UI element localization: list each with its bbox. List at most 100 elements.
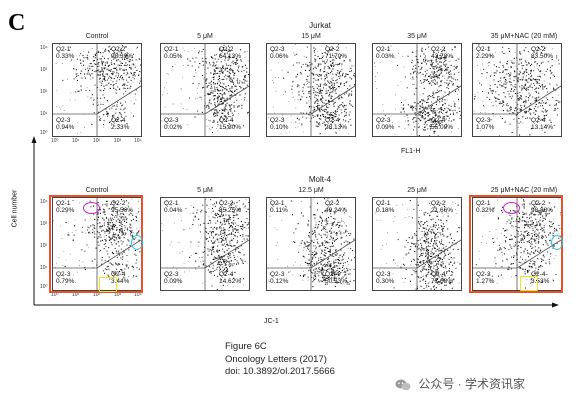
y-tick: 10⁴ xyxy=(40,199,48,205)
condition-label: 25 μM+NAC (20 mM) xyxy=(490,187,558,194)
q2-4-label: Q2-4 28.13% xyxy=(325,117,348,131)
q2-3-label: Q2-3 1.07% xyxy=(476,117,495,131)
y-tick: 10³ xyxy=(40,221,48,227)
q2-3-label: Q2-3 0.12% xyxy=(270,271,289,285)
scatter-dots xyxy=(161,198,249,290)
q2-4-value: 28.13% xyxy=(325,124,348,131)
q2-1-value: 0.18% xyxy=(376,207,395,214)
q2-1-value: 2.29% xyxy=(476,53,495,60)
yellow-rect-marker xyxy=(99,277,117,292)
q2-3-value: 0.06% xyxy=(270,53,289,60)
q2-1-value: 0.29% xyxy=(56,207,75,214)
q2-2-label: Q2-2 85.25% xyxy=(219,200,242,214)
q2-1-label: Q2-1 0.32% xyxy=(476,200,495,214)
q2-3-label: Q2-3 0.30% xyxy=(376,271,395,285)
flow-plot-jurkat-control: Q2-1 0.33% Q2-2 98.39% Q2-3 0.94% Q2-4 2.33% xyxy=(52,43,142,137)
y-axis-label-cell-number: Cell number xyxy=(11,189,19,228)
q2-4-label: Q2-4 50.53% xyxy=(325,271,348,285)
q2-1-value: 0.04% xyxy=(164,207,183,214)
q2-2-label: Q2-2 98.39% xyxy=(111,46,134,60)
q2-3-value: 0.94% xyxy=(56,124,75,131)
q2-2-label: Q2-2 43.78% xyxy=(431,46,454,60)
q2-2-value: 95.50% xyxy=(111,207,134,214)
q2-2-label: Q2-2 71.70% xyxy=(325,46,348,60)
q2-2-value: 64.13% xyxy=(219,53,242,60)
watermark-text: 公众号 · 学术资讯家 xyxy=(418,377,526,391)
caption-journal: Oncology Letters (2017) xyxy=(225,353,327,365)
q2-3-label: Q2-3 0.94% xyxy=(56,117,75,131)
condition-label: 15 μM xyxy=(301,33,321,40)
q2-1-label: Q2-1 0.05% xyxy=(164,46,183,60)
condition-label: 5 μM xyxy=(197,33,213,40)
q2-1-value: 0.32% xyxy=(476,207,495,214)
q2-3-value: 0.79% xyxy=(56,278,75,285)
condition-label: 35 μM xyxy=(407,33,427,40)
q2-3-label: Q2-3 0.09% xyxy=(164,271,183,285)
q2-4-label: Q2-4 55.09% xyxy=(431,117,454,131)
flow-plot-molt4-control: Q2-1 0.29% Q2-2 95.50% Q2-3 0.79% Q2-4 3.44% xyxy=(52,197,142,291)
scatter-dots xyxy=(473,44,561,136)
x-tick: 10² xyxy=(93,292,101,298)
flow-plot-jurkat-5um: Q2-1 0.05% Q2-2 64.13% Q2-3 0.02% Q2-4 15.80… xyxy=(160,43,250,137)
q2-1-value: 0.33% xyxy=(56,53,75,60)
x-tick: 10⁰ xyxy=(51,292,59,298)
q2-3-value: 0.30% xyxy=(376,278,395,285)
flow-plot-molt4-5um: Q2-1 0.04% Q2-2 85.25% Q2-3 0.09% Q2-4 14.62… xyxy=(160,197,250,291)
scatter-dots xyxy=(373,44,461,136)
flow-plot-molt4-25um: Q2-1 0.18% Q2-2 21.66% Q2-3 0.30% Q2-4 77.68… xyxy=(372,197,462,291)
q2-1-label: Q2-1 0.03% xyxy=(376,46,395,60)
q2-1-label: Q2-1 0.33% xyxy=(56,46,75,60)
condition-label: 35 μM+NAC (20 mM) xyxy=(490,33,558,40)
q2-3-value: 0.02% xyxy=(164,124,183,131)
y-tick: 10⁰ xyxy=(40,284,48,290)
q2-3-label: Q2-3 0.79% xyxy=(56,271,75,285)
q2-4-value: 13.14% xyxy=(531,124,554,131)
magenta-circle-marker xyxy=(83,202,100,214)
condition-label: Control xyxy=(85,33,109,40)
caption-doi: doi: 10.3892/ol.2017.5666 xyxy=(225,366,335,377)
y-tick: 10¹ xyxy=(40,111,48,117)
y-tick: 10³ xyxy=(40,67,48,73)
scatter-dots xyxy=(53,44,141,136)
flow-plot-jurkat-35um-nac: Q2-1 2.29% Q2-2 83.50% Q2-3 1.07% Q2-4 13.14… xyxy=(472,43,562,137)
q2-2-label: Q2-2 49.24% xyxy=(325,200,348,214)
q2-4-label: Q2-4 15.80% xyxy=(219,117,242,131)
y-tick: 10⁴ xyxy=(40,45,48,51)
magenta-circle-marker xyxy=(503,202,520,214)
y-tick: 10⁰ xyxy=(40,130,48,136)
q2-2-value: 43.78% xyxy=(431,53,454,60)
q2-3-label: Q2-3 0.02% xyxy=(164,117,183,131)
q2-3-value: 0.12% xyxy=(270,278,289,285)
q2-2-label: Q2-2 95.50% xyxy=(111,200,134,214)
q2-2-value: 98.88% xyxy=(531,207,554,214)
q2-3-label: Q2-3 0.10% xyxy=(270,117,289,131)
condition-label: 12.5 μM xyxy=(298,187,324,194)
q2-2-label: Q2-2 21.66% xyxy=(431,200,454,214)
watermark: 公众号 · 学术资讯家 xyxy=(395,375,525,392)
x-tick: 10¹ xyxy=(72,292,80,298)
q2-3-label: Q2-3 0.06% xyxy=(270,46,289,60)
row-title-molt4: Molt-4 xyxy=(308,175,332,184)
q2-3-value: 0.09% xyxy=(376,124,395,131)
q2-4-value: 15.80% xyxy=(219,124,242,131)
x-tick: 10⁴ xyxy=(134,138,142,144)
q2-2-label: Q2-2 83.50% xyxy=(531,46,554,60)
q2-4-value: 3.44% xyxy=(111,278,130,285)
q2-2-value: 98.39% xyxy=(111,53,134,60)
q2-2-label: Q2-2 64.13% xyxy=(219,46,242,60)
panel-letter: C xyxy=(8,10,26,36)
x-tick: 10⁰ xyxy=(51,138,59,144)
q2-4-value: 3.53% xyxy=(531,278,550,285)
q2-1-value: 0.05% xyxy=(164,53,183,60)
y-tick: 10² xyxy=(40,89,48,95)
condition-label: 5 μM xyxy=(197,187,213,194)
q2-4-value: 55.09% xyxy=(431,124,454,131)
q2-4-label: Q2-4 2.33% xyxy=(111,117,130,131)
q2-1-label: Q2-1 0.29% xyxy=(56,200,75,214)
q2-1-label: Q2-1 0.11% xyxy=(270,200,288,214)
figure-caption: Figure 6C Oncology Letters (2017) doi: 1… xyxy=(225,341,335,379)
q2-1-label: Q2-1 0.04% xyxy=(164,200,183,214)
flow-plot-jurkat-15um: Q2-3 0.06% Q2-2 71.70% Q2-3 0.10% Q2-4 28.13… xyxy=(266,43,356,137)
q2-3-label: Q2-3 1.27% xyxy=(476,271,495,285)
